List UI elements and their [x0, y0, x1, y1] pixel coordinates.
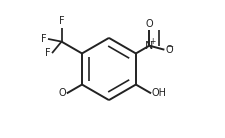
Text: OH: OH: [151, 88, 166, 98]
Text: −: −: [165, 42, 172, 51]
Text: F: F: [58, 16, 64, 26]
Text: N: N: [144, 41, 152, 51]
Text: O: O: [145, 19, 153, 29]
Text: O: O: [164, 45, 172, 55]
Text: F: F: [45, 48, 50, 58]
Text: +: +: [149, 37, 155, 46]
Text: O: O: [58, 88, 66, 98]
Text: F: F: [40, 34, 46, 44]
